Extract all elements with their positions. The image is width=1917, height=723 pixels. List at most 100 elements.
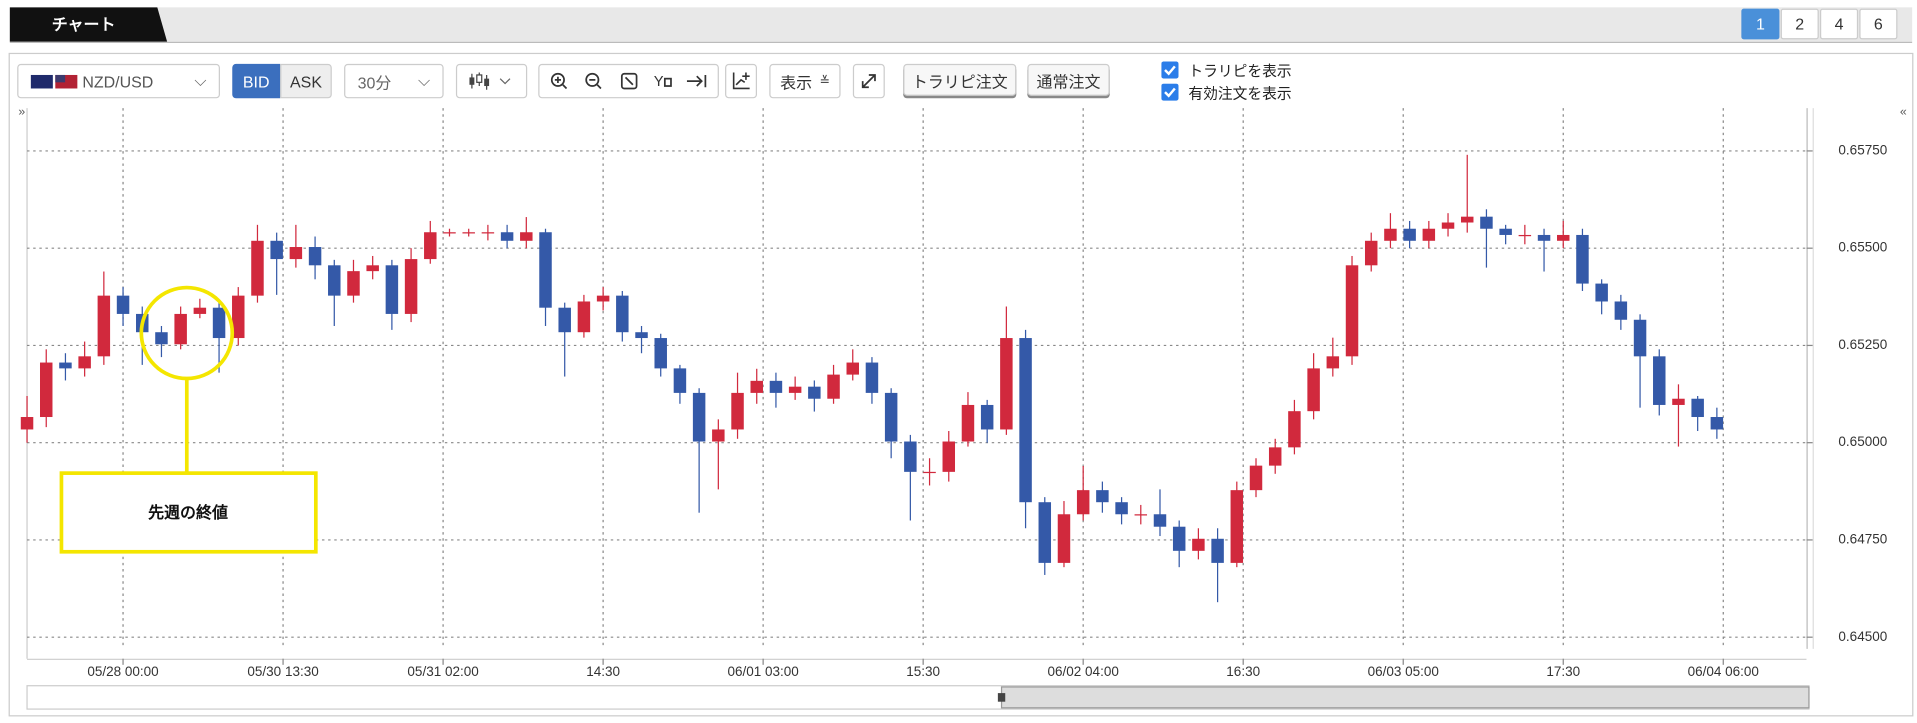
candle-body [1076, 490, 1090, 515]
candle-body [232, 295, 245, 339]
chart-type-select[interactable] [455, 63, 528, 99]
candle-body [193, 307, 207, 314]
candle-body [20, 417, 34, 430]
candle-body [1288, 411, 1301, 448]
dropdown-arrow: ⌵ [417, 71, 431, 90]
candle-body [1595, 283, 1608, 302]
checkbox[interactable] [1161, 83, 1179, 101]
candle-body [1326, 356, 1340, 369]
candle-body [424, 232, 437, 260]
checkbox-row[interactable]: トラリピを表示 [1161, 60, 1292, 80]
fullscreen-button[interactable] [852, 63, 885, 99]
candle-body [1460, 216, 1474, 223]
tab-title: チャート [52, 17, 116, 34]
x-tick-label: 05/30 13:30 [247, 664, 318, 679]
y-tick-label: 0.65250 [1838, 337, 1887, 352]
x-tick-label: 05/28 00:00 [87, 664, 158, 679]
candle-body [865, 362, 879, 393]
collapse-left[interactable]: » [18, 105, 25, 119]
symbol: NZD/USD [82, 71, 154, 91]
candle-body [1307, 368, 1320, 412]
tab-bar [9, 7, 1913, 42]
trarip-order-button[interactable]: トラリピ注文 [903, 63, 1017, 96]
checkbox[interactable] [1161, 61, 1179, 79]
symbol-select[interactable]: NZD/USD ⌵ [17, 63, 220, 99]
display: 表示 [780, 73, 813, 92]
candle-body [750, 380, 763, 393]
page-button[interactable]: 2 [1780, 8, 1819, 40]
candle-body [1038, 502, 1052, 563]
y-tick-label: 0.65000 [1838, 434, 1887, 449]
candle-body [155, 332, 168, 345]
candle-body [366, 265, 379, 272]
normal-order-button[interactable]: 通常注文 [1027, 63, 1110, 96]
x-tick-label: 06/01 03:00 [727, 664, 798, 679]
candle-body [1211, 538, 1224, 563]
candle-body [1057, 514, 1071, 563]
annotation: 先週の終値 [148, 503, 228, 522]
interval: 30分 [357, 73, 392, 92]
svg-text:Y: Y [653, 74, 663, 90]
x-tick-label: 14:30 [586, 664, 620, 679]
candle-body [961, 404, 975, 442]
dropdown-arrow: ≚ [819, 74, 830, 88]
candle-body [1230, 490, 1244, 563]
page-button[interactable]: 4 [1820, 8, 1859, 40]
candle-body [808, 386, 821, 399]
dropdown-arrow: ⌵ [194, 71, 207, 90]
tab[interactable] [9, 7, 168, 42]
candle-body [846, 362, 859, 375]
candle-body [1691, 398, 1704, 418]
candle-body [1403, 228, 1416, 241]
indicator-button[interactable] [725, 63, 758, 99]
candle-body [923, 471, 936, 474]
candle-body [1192, 538, 1205, 551]
x-tick-label: 16:30 [1226, 664, 1260, 679]
candle-body [97, 295, 111, 357]
candle-body [116, 295, 130, 314]
candle-body [1557, 234, 1570, 241]
candle-body [1364, 240, 1378, 266]
candle-body [539, 232, 552, 308]
interval-select[interactable]: 30分 ⌵ [344, 63, 444, 99]
candle-icon [469, 72, 511, 90]
scrollbar-thumb[interactable] [1000, 686, 1810, 709]
candle-body [827, 374, 840, 399]
candle-body [558, 307, 571, 333]
ask-button[interactable]: ASK [280, 63, 332, 99]
zoom-tools[interactable]: Y [538, 63, 719, 99]
page-button[interactable]: 6 [1859, 8, 1898, 40]
callout-box [59, 471, 318, 554]
candle-body [1480, 216, 1493, 229]
x-tick-label: 15:30 [906, 664, 940, 679]
candle-body [251, 240, 264, 296]
candle-body [1614, 301, 1628, 320]
candle-body [1249, 465, 1263, 491]
candle-body [1172, 526, 1186, 551]
bid-button[interactable]: BID [232, 63, 281, 99]
display-select[interactable]: 表示 ≚ [769, 63, 841, 99]
candle-body [59, 362, 72, 369]
x-tick-label: 06/03 05:00 [1368, 664, 1439, 679]
candle-body [347, 271, 360, 296]
checkbox-label: トラリピを表示 [1188, 62, 1292, 80]
page-button[interactable]: 1 [1741, 8, 1780, 40]
candle-body [404, 259, 418, 314]
checkbox-label: 有効注文を表示 [1188, 84, 1292, 102]
candle-body [443, 232, 456, 234]
candle-body [1384, 228, 1397, 241]
scrollbar-handle[interactable] [997, 693, 1006, 702]
candle-body [731, 392, 744, 430]
checkbox-row[interactable]: 有効注文を表示 [1161, 82, 1292, 102]
candle-body [1422, 228, 1436, 241]
collapse-right[interactable]: « [1900, 105, 1907, 119]
candle-body [1096, 490, 1109, 503]
candle-body [1345, 265, 1359, 357]
expand-icon [861, 74, 876, 89]
candle-body [1115, 502, 1128, 515]
candle-body [1633, 319, 1647, 357]
candle-body [635, 332, 648, 339]
candle-body [462, 232, 475, 234]
